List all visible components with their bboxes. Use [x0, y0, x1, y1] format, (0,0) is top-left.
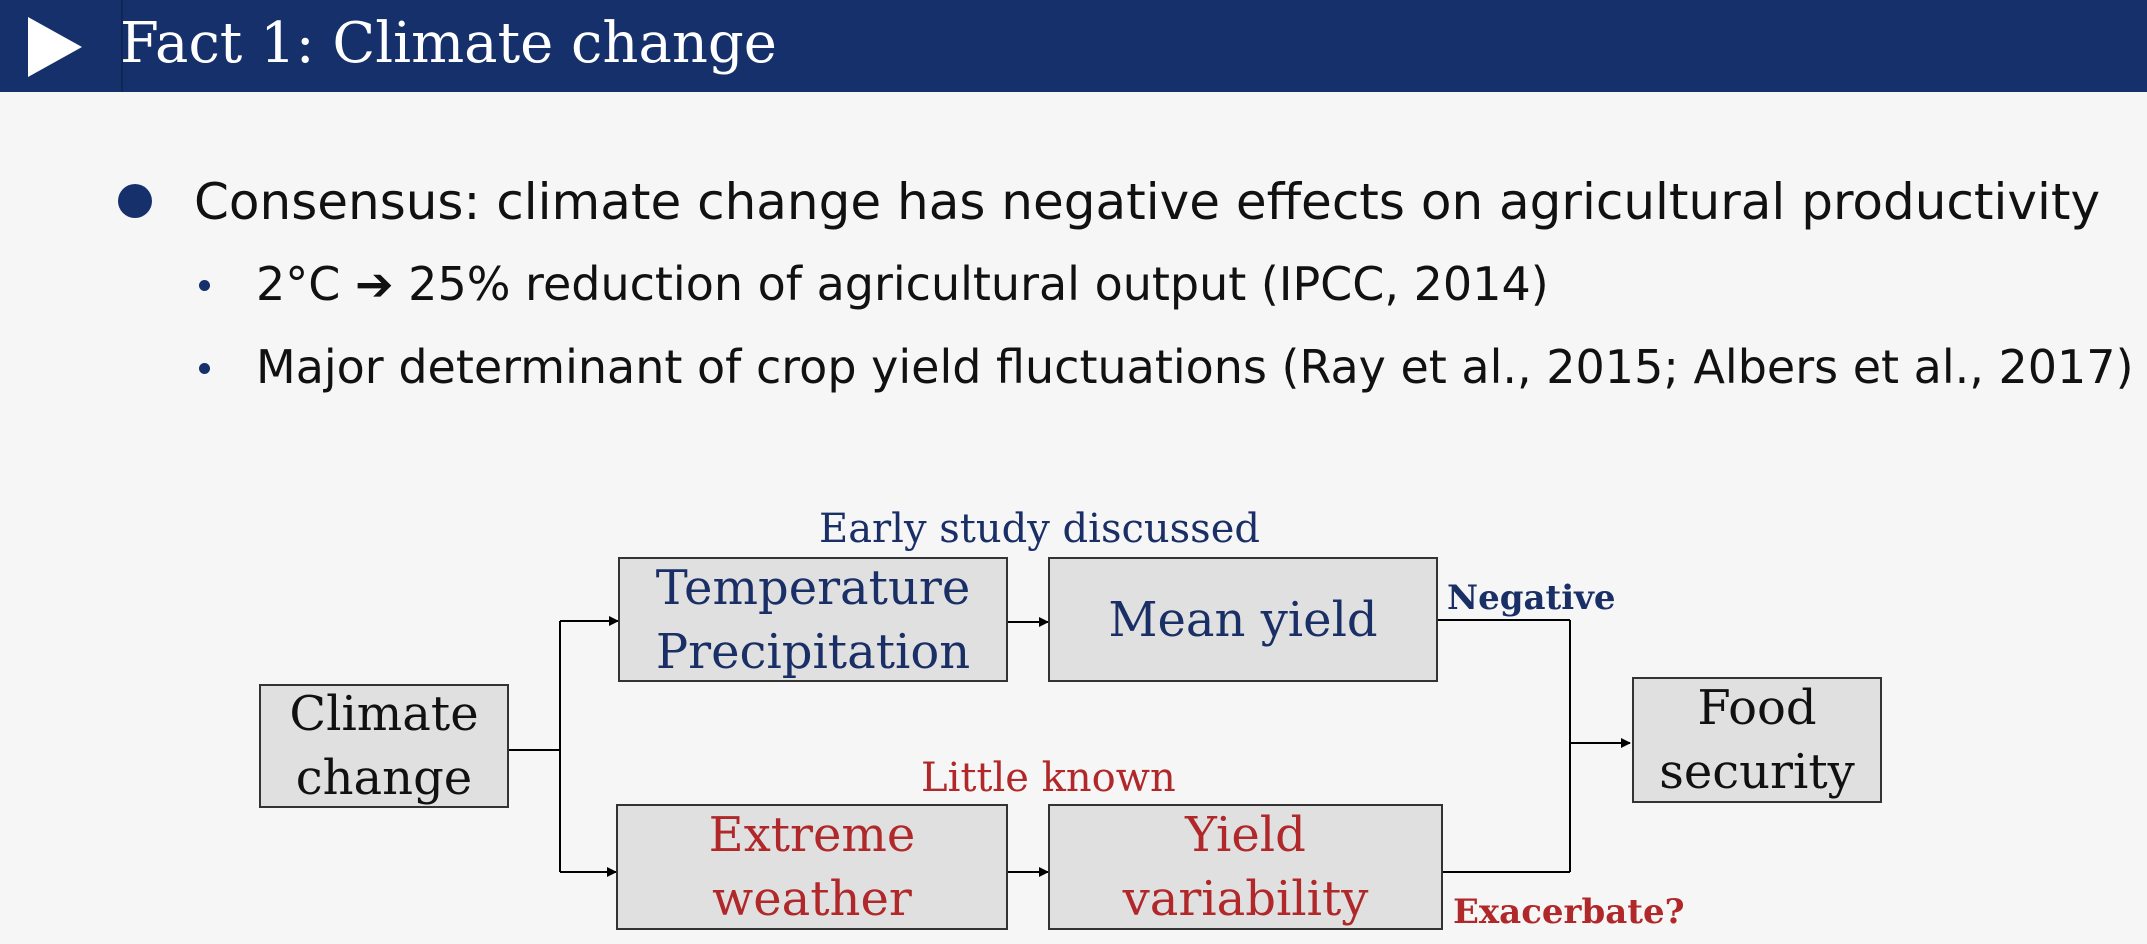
mean-yield-box: Mean yield — [1048, 557, 1438, 682]
play-icon[interactable] — [28, 17, 82, 77]
slide-title: Fact 1: Climate change — [120, 11, 777, 76]
exacerbate-label: Exacerbate? — [1453, 892, 1685, 932]
food-security-box: Food security — [1632, 677, 1882, 803]
negative-label: Negative — [1447, 578, 1616, 618]
main-bullet: Consensus: climate change has negative e… — [194, 173, 2101, 231]
sub-bullet-2: Major determinant of crop yield fluctuat… — [256, 340, 2134, 394]
yield-variability-box: Yield variability — [1048, 804, 1443, 930]
bullet-dot — [118, 184, 152, 218]
temperature-precipitation-box: Temperature Precipitation — [618, 557, 1008, 682]
sub-bullet-dot — [199, 280, 210, 291]
extreme-weather-box: Extreme weather — [616, 804, 1008, 930]
climate-change-box: Climate change — [259, 684, 509, 808]
slide-header: Fact 1: Climate change — [0, 0, 2147, 92]
sub-bullet-1: 2°C ➔ 25% reduction of agricultural outp… — [256, 257, 1549, 311]
little-known-label: Little known — [921, 755, 1176, 801]
header-divider — [121, 0, 123, 92]
sub-bullet-dot — [199, 363, 210, 374]
early-study-label: Early study discussed — [819, 506, 1260, 552]
